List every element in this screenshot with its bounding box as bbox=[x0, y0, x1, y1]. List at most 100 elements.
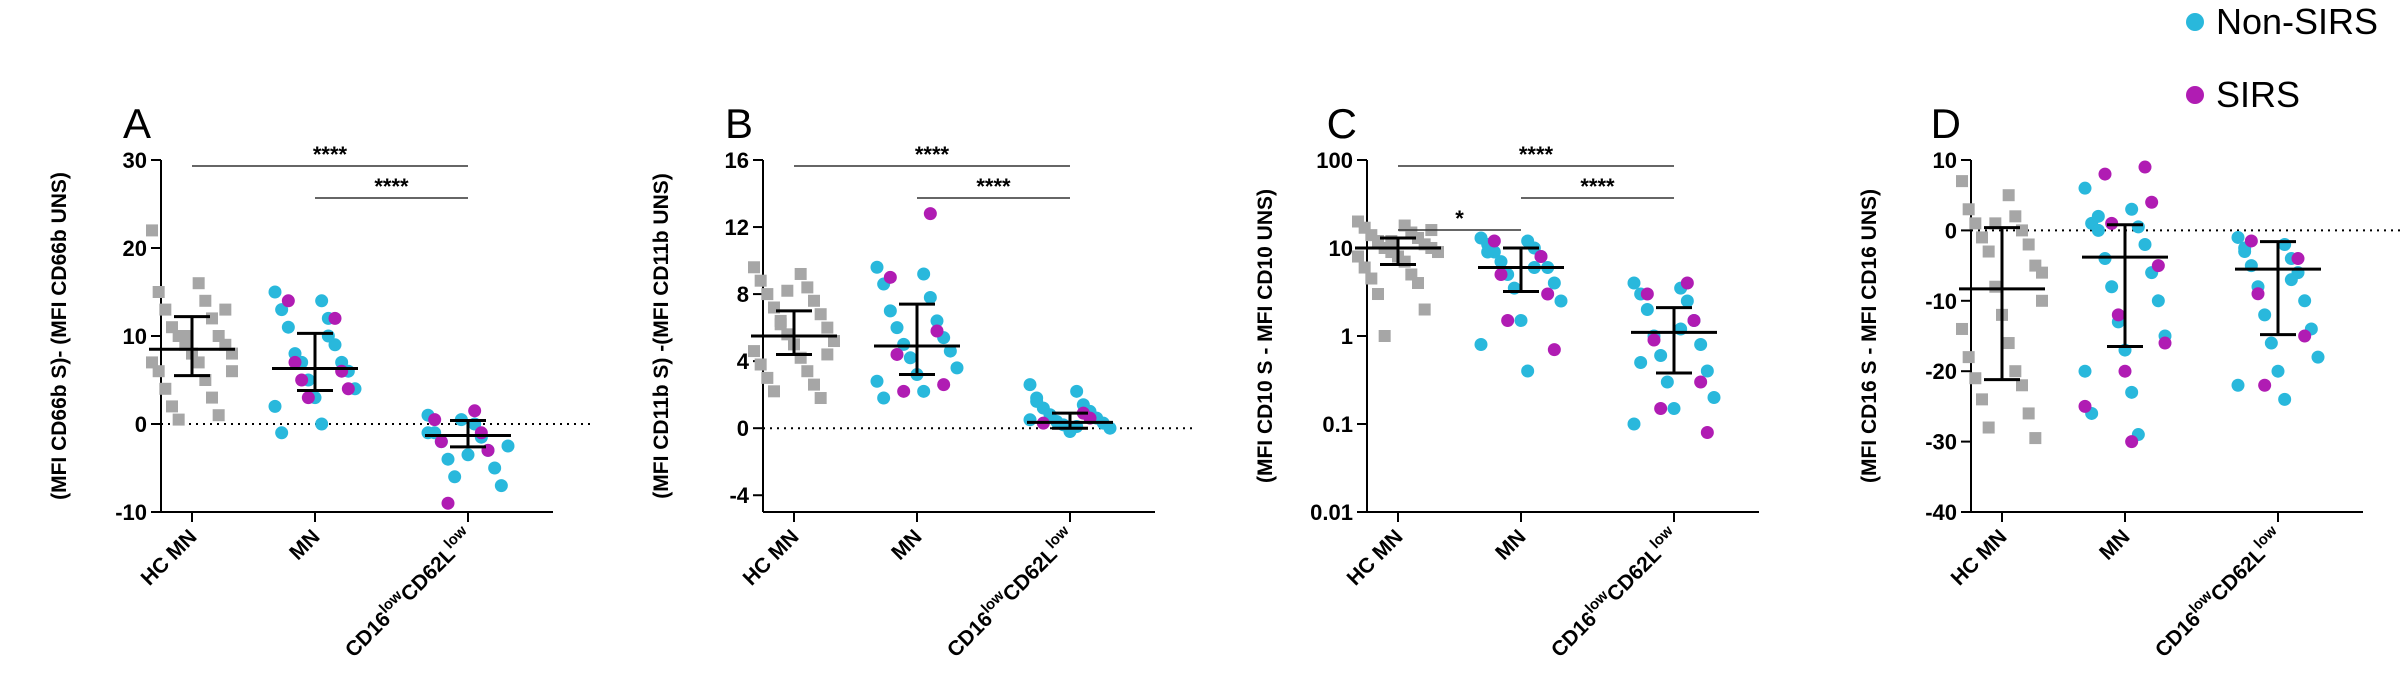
data-point bbox=[2298, 294, 2312, 308]
data-point bbox=[2078, 181, 2092, 195]
data-point bbox=[275, 426, 289, 440]
data-point bbox=[1700, 364, 1714, 378]
data-point bbox=[937, 378, 951, 392]
data-point bbox=[2002, 189, 2015, 202]
data-point bbox=[748, 345, 760, 358]
legend-label: Non-SIRS bbox=[2216, 1, 2378, 42]
data-point bbox=[474, 426, 488, 440]
data-point bbox=[2291, 252, 2305, 266]
data-point bbox=[1700, 426, 1714, 440]
data-point bbox=[781, 284, 794, 297]
data-point bbox=[315, 417, 329, 431]
data-point bbox=[1680, 294, 1694, 308]
data-point bbox=[1365, 272, 1378, 285]
y-tick-label: 0 bbox=[737, 416, 749, 441]
data-point bbox=[2158, 336, 2172, 350]
data-point bbox=[2036, 266, 2048, 279]
data-point bbox=[199, 294, 212, 307]
data-point bbox=[1534, 250, 1548, 264]
significance-label: **** bbox=[915, 142, 950, 167]
y-axis-label: (MFI CD66b S)- (MFI CD66b UNS) bbox=[48, 172, 71, 500]
data-point bbox=[2258, 378, 2272, 392]
panel-label: C bbox=[1327, 100, 1357, 147]
data-point bbox=[468, 404, 482, 418]
data-point bbox=[1481, 245, 1495, 259]
data-point bbox=[2151, 294, 2165, 308]
data-point bbox=[206, 391, 218, 404]
data-point bbox=[2118, 364, 2132, 378]
data-point bbox=[2009, 365, 2022, 378]
data-point bbox=[903, 351, 917, 365]
data-point bbox=[2258, 308, 2272, 322]
data-point bbox=[321, 329, 335, 343]
data-point bbox=[2298, 329, 2312, 343]
legend-swatch bbox=[2186, 13, 2204, 31]
data-point bbox=[1962, 351, 1975, 364]
data-point bbox=[1969, 372, 1982, 385]
data-point bbox=[1680, 276, 1694, 290]
data-point bbox=[1494, 267, 1508, 281]
data-point bbox=[2091, 209, 2105, 223]
data-point bbox=[2151, 259, 2165, 273]
y-tick-label: 1 bbox=[1341, 324, 1353, 349]
significance-label: **** bbox=[1519, 142, 1554, 167]
y-tick-label: 0 bbox=[1945, 218, 1957, 243]
data-point bbox=[295, 373, 309, 387]
data-point bbox=[1487, 234, 1501, 248]
data-point bbox=[1634, 355, 1648, 369]
data-point bbox=[923, 207, 937, 221]
data-point bbox=[930, 324, 944, 338]
data-point bbox=[943, 344, 957, 358]
data-point bbox=[501, 439, 515, 453]
significance-label: **** bbox=[313, 142, 348, 167]
data-point bbox=[1358, 261, 1371, 274]
data-point bbox=[1023, 413, 1037, 427]
data-point bbox=[1982, 245, 1995, 258]
data-point bbox=[146, 224, 158, 237]
data-point bbox=[219, 303, 232, 316]
data-point bbox=[2022, 238, 2035, 251]
data-point bbox=[801, 281, 814, 294]
data-point bbox=[748, 261, 760, 274]
data-point bbox=[172, 413, 185, 426]
data-point bbox=[315, 294, 329, 308]
y-tick-label: 0 bbox=[135, 412, 147, 437]
data-point bbox=[2278, 237, 2292, 251]
data-point bbox=[159, 303, 172, 316]
data-point bbox=[883, 270, 897, 284]
data-point bbox=[897, 337, 911, 351]
data-point bbox=[1989, 280, 2002, 293]
data-point bbox=[226, 365, 238, 378]
data-point bbox=[166, 400, 178, 413]
data-point bbox=[268, 285, 282, 299]
data-point bbox=[1976, 393, 1988, 406]
data-point bbox=[212, 409, 225, 422]
data-point bbox=[1103, 421, 1117, 435]
y-tick-label: 30 bbox=[123, 148, 147, 173]
data-point bbox=[441, 452, 455, 466]
data-point bbox=[434, 435, 448, 449]
y-axis-label: (MFI CD16 S - MFI CD16 UNS) bbox=[1858, 189, 1881, 483]
data-point bbox=[1023, 378, 1037, 392]
data-point bbox=[1647, 333, 1661, 347]
significance-label: * bbox=[1455, 206, 1464, 231]
data-point bbox=[1627, 417, 1641, 431]
y-tick-label: 16 bbox=[725, 148, 749, 173]
data-point bbox=[1654, 402, 1668, 416]
data-point bbox=[2036, 294, 2048, 307]
x-tick-label: CD16lowCD62Llow bbox=[2148, 522, 2288, 662]
data-point bbox=[768, 385, 780, 398]
data-point bbox=[2016, 379, 2028, 392]
data-point bbox=[1514, 314, 1528, 328]
panel-label: D bbox=[1931, 100, 1961, 147]
legend-label: SIRS bbox=[2216, 74, 2300, 115]
data-point bbox=[301, 391, 315, 405]
x-tick-label: HC MN bbox=[1947, 525, 2012, 590]
panel-label: B bbox=[725, 100, 753, 147]
x-tick-label-part: CD62L bbox=[999, 543, 1062, 606]
data-point bbox=[1372, 288, 1384, 301]
data-point bbox=[761, 288, 774, 301]
x-tick-label: MN bbox=[1491, 525, 1530, 564]
x-tick-label: CD16lowCD62Llow bbox=[338, 522, 478, 662]
